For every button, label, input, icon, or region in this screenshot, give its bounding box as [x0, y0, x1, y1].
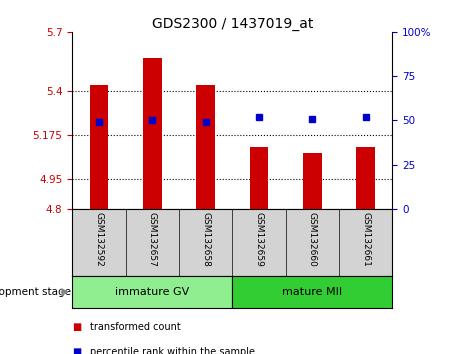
Text: percentile rank within the sample: percentile rank within the sample: [90, 347, 255, 354]
Title: GDS2300 / 1437019_at: GDS2300 / 1437019_at: [152, 17, 313, 31]
Bar: [143, 58, 161, 209]
Text: transformed count: transformed count: [90, 322, 181, 332]
Text: ■: ■: [72, 322, 82, 332]
Text: immature GV: immature GV: [115, 287, 189, 297]
Bar: [89, 85, 108, 209]
Bar: [232, 276, 392, 308]
Bar: [303, 153, 322, 209]
Text: GSM132592: GSM132592: [94, 212, 103, 267]
Text: GSM132657: GSM132657: [148, 212, 156, 267]
Text: GSM132661: GSM132661: [361, 212, 370, 267]
Bar: [356, 147, 375, 209]
Text: GSM132660: GSM132660: [308, 212, 317, 267]
Text: development stage: development stage: [0, 287, 71, 297]
Bar: [249, 147, 268, 209]
Text: ■: ■: [72, 347, 82, 354]
Text: GSM132659: GSM132659: [254, 212, 263, 267]
Bar: [72, 276, 232, 308]
Text: GSM132658: GSM132658: [201, 212, 210, 267]
Bar: [196, 85, 215, 209]
Text: mature MII: mature MII: [282, 287, 342, 297]
